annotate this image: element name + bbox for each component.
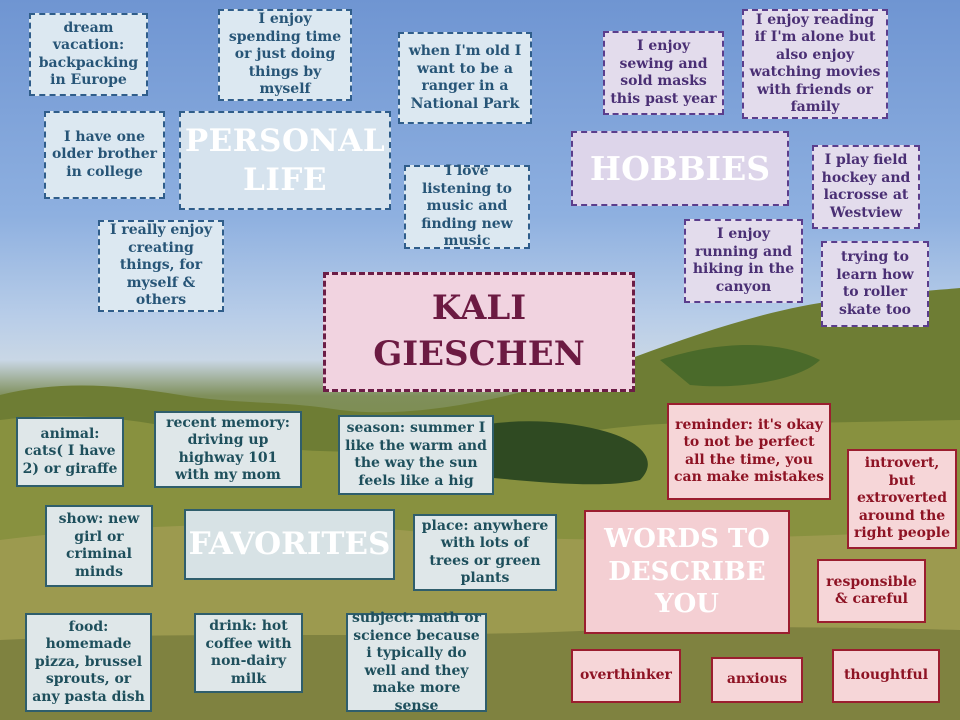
favorite-show: show: new girl or criminal minds [45, 505, 153, 587]
word-note-overthinker: overthinker [571, 649, 681, 703]
hobby-note-reading: I enjoy reading if I'm alone but also en… [742, 9, 888, 119]
word-note-introvert: introvert, but extroverted around the ri… [847, 449, 957, 549]
word-note-responsible: responsible & careful [817, 559, 926, 623]
personal-note-music: I love listening to music and finding ne… [404, 163, 530, 249]
words-heading: WORDS TO DESCRIBE YOU [584, 510, 790, 634]
word-note-anxious: anxious [711, 657, 803, 703]
favorite-subject: subject: math or science because i typic… [346, 610, 487, 714]
hobby-note-roller-skate: trying to learn how to roller skate too [821, 241, 929, 327]
word-note-thoughtful: thoughtful [832, 649, 940, 703]
word-note-reminder: reminder: it's okay to not be perfect al… [667, 403, 831, 500]
favorites-heading: FAVORITES [184, 509, 395, 580]
favorite-place: place: anywhere with lots of trees or gr… [413, 514, 557, 591]
favorite-recent-memory: recent memory: driving up highway 101 wi… [154, 411, 302, 488]
hobby-note-sewing: I enjoy sewing and sold masks this past … [603, 31, 724, 115]
personal-life-heading: PERSONAL LIFE [179, 111, 391, 210]
favorite-animal: animal: cats( I have 2) or giraffe [16, 417, 124, 487]
favorite-season: season: summer I like the warm and the w… [338, 415, 494, 495]
hobby-note-running: I enjoy running and hiking in the canyon [684, 219, 803, 303]
favorite-food: food: homemade pizza, brussel sprouts, o… [25, 613, 152, 712]
name-title: KALI GIESCHEN [323, 272, 635, 392]
personal-note-brother: I have one older brother in college [44, 111, 165, 199]
personal-note-alone-time: I enjoy spending time or just doing thin… [218, 9, 352, 101]
personal-note-ranger: when I'm old I want to be a ranger in a … [398, 32, 532, 124]
hobbies-heading: HOBBIES [571, 131, 789, 206]
favorite-drink: drink: hot coffee with non-dairy milk [194, 613, 303, 693]
personal-note-dream-vacation: dream vacation: backpacking in Europe [29, 13, 148, 96]
hobby-note-field-hockey: I play field hockey and lacrosse at West… [812, 145, 920, 229]
personal-note-creating: I really enjoy creating things, for myse… [98, 220, 224, 312]
